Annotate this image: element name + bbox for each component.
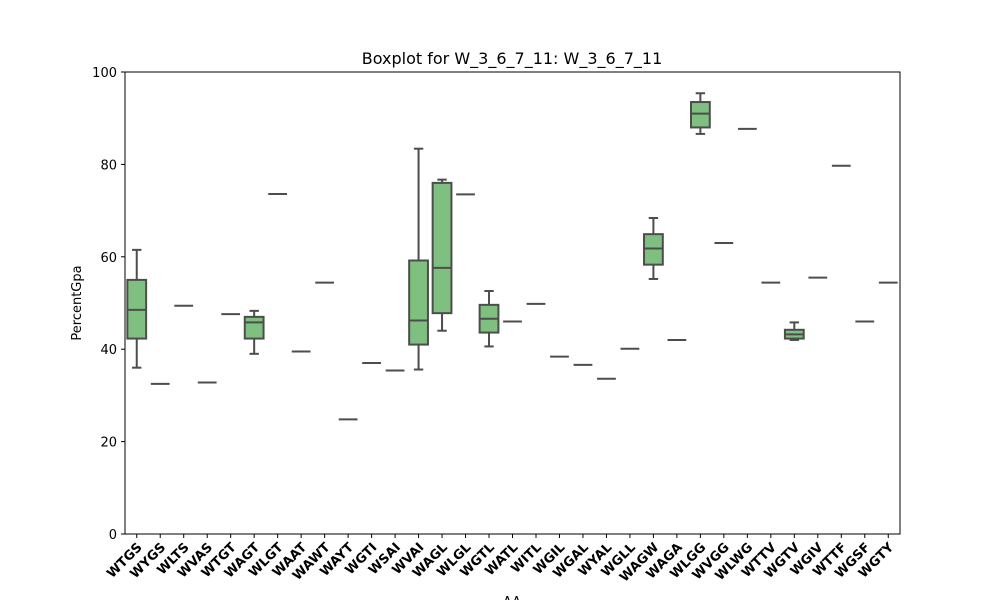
box-WGTL [478,289,500,348]
box-WVAI [408,147,429,371]
y-tick-label: 80 [100,158,117,173]
y-tick-label: 100 [92,66,117,81]
box-WAGL [431,178,453,332]
x-axis: WTGSWYGSWLTSWVASWTGTWAGTWLGTWAATWAWTWAYT… [104,534,898,585]
box-rect [689,101,711,129]
x-axis-label: AA [503,595,521,600]
y-axis: 0 20 40 60 80 100 [92,66,125,543]
y-tick-label: 60 [100,251,117,266]
y-tick-label: 20 [100,436,117,451]
plot-area [126,92,898,421]
box-rect [408,259,429,346]
y-axis-label: PercentGpa [70,265,85,340]
box-rect [243,315,265,340]
y-tick-label: 0 [109,528,117,543]
chart-title: Boxplot for W_3_6_7_11: W_3_6_7_11 [362,49,663,69]
box-WAGT [243,309,265,355]
box-WLGG [689,92,711,135]
box-WTGS [126,248,148,369]
box-WGTV [783,321,805,341]
box-WAGW [643,216,664,280]
box-rect [431,181,453,315]
y-tick-label: 40 [100,343,117,358]
plot-frame [124,71,901,535]
